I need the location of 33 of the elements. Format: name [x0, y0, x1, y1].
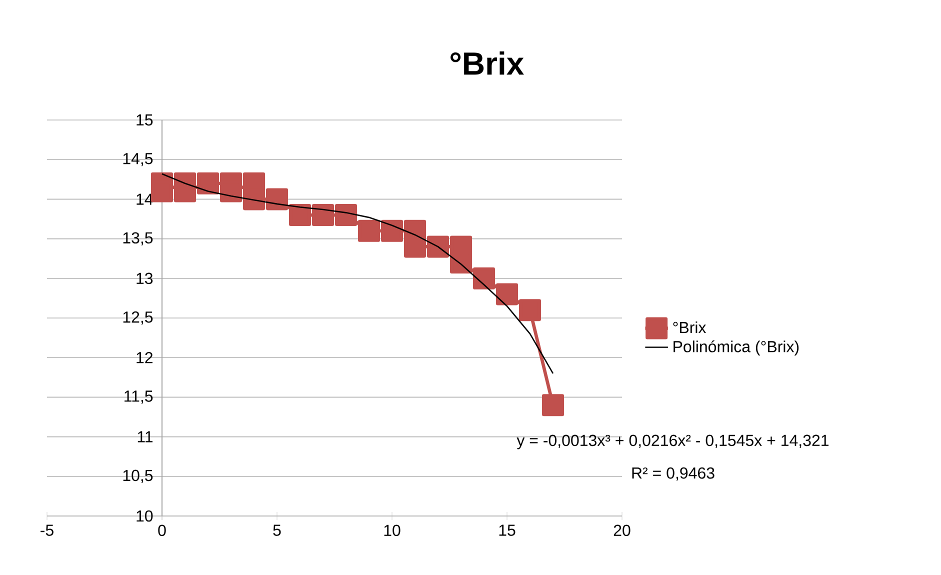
point	[358, 220, 380, 242]
x-tick-label: 20	[614, 524, 630, 536]
point	[542, 394, 564, 416]
x-tick-label: -5	[40, 524, 54, 536]
y-tick-label: 11,5	[124, 390, 153, 404]
y-tick-label: 10	[136, 510, 153, 522]
point	[197, 172, 220, 194]
text: R² = 0,9463	[632, 467, 714, 481]
y-tick-label: 13,5	[123, 232, 153, 246]
point	[496, 283, 518, 306]
legend-label: °Brix	[673, 321, 706, 334]
y-tick-label: 13	[136, 272, 153, 284]
x-tick-label: 5	[273, 524, 281, 536]
point	[381, 220, 404, 242]
y-tick-label: 11	[138, 431, 153, 442]
annotation: y = -0,0013x³ + 0,0216x² - 0,1545x + 14,321	[516, 434, 829, 450]
point	[473, 267, 496, 290]
point	[335, 204, 358, 226]
point	[312, 204, 334, 226]
point	[519, 299, 542, 322]
y-tick-label: 10,5	[123, 470, 153, 484]
point	[289, 204, 312, 226]
chart-title: °Brix	[450, 51, 524, 75]
y-tick-label: 15	[136, 114, 153, 126]
x-tick-label: 15	[499, 524, 516, 536]
point	[427, 236, 450, 258]
y-tick-label: 14,5	[123, 153, 153, 166]
x-tick-label: 0	[158, 524, 166, 536]
y-tick-label: 12	[136, 352, 152, 364]
legend-label: Polinómica (°Brix)	[674, 340, 799, 356]
point	[266, 188, 288, 210]
y-tick-label: 12,5	[123, 311, 153, 325]
x-tick-label: 10	[384, 524, 400, 536]
